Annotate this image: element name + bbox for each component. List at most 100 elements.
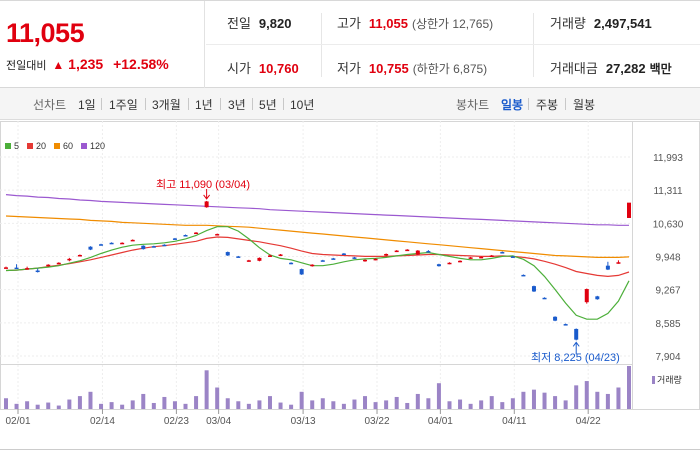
amount-label: 거래대금 — [550, 61, 598, 76]
period-1w[interactable]: 1주일 — [109, 98, 138, 112]
candle-body — [426, 251, 431, 253]
candle-monthly[interactable]: 월봉 — [573, 98, 596, 112]
volume-bar — [605, 393, 610, 409]
volume-bar — [553, 396, 558, 409]
divider — [206, 44, 700, 45]
low-arrow-icon — [572, 341, 580, 355]
line-chart-label: 선차트 — [33, 98, 67, 112]
volume-bar — [574, 385, 579, 409]
volume-bar — [320, 398, 325, 409]
quote-panel: 11,055 전일대비 ▲ 1,235 +12.58% 전일 9,820 시가 10… — [0, 0, 700, 88]
volume-bar — [67, 399, 72, 409]
volume-bar — [426, 398, 431, 409]
candle-body — [510, 256, 515, 258]
candle-body — [531, 286, 536, 292]
volume-bar — [162, 396, 167, 409]
candle-body — [236, 256, 241, 258]
volume-bar — [479, 400, 484, 409]
change-row: 전일대비 ▲ 1,235 +12.58% — [6, 56, 169, 73]
volume-value: 2,497,541 — [593, 16, 652, 31]
volume-bar — [447, 401, 452, 409]
candle-body — [4, 267, 8, 269]
volume-bar — [225, 398, 230, 409]
change-amount: 1,235 — [68, 56, 104, 72]
volume-bar — [458, 399, 463, 409]
volume-swatch — [652, 375, 655, 384]
volume-bar — [563, 400, 568, 409]
ma-legend: 5 20 60 120 — [5, 141, 105, 151]
amount-value: 27,282 — [605, 61, 646, 76]
x-tick-label: 03/13 — [291, 416, 316, 427]
period-1y[interactable]: 1년 — [195, 98, 213, 112]
volume-bar — [194, 396, 199, 409]
volume-bar — [436, 383, 441, 409]
low-annotation: 최저 8,225 (04/23) — [531, 352, 620, 364]
x-tick-label: 02/14 — [90, 416, 115, 427]
divider — [145, 98, 146, 110]
volume-cell: 거래량 2,497,541 — [550, 14, 652, 34]
legend-ma120: 120 — [81, 141, 105, 151]
high-arrow-icon — [203, 188, 211, 200]
volume-bar — [215, 387, 220, 409]
ma5-line — [5, 226, 630, 320]
period-3y[interactable]: 3년 — [228, 98, 246, 112]
volume-bar — [151, 402, 156, 409]
divider — [565, 98, 566, 110]
candlestick-chart[interactable]: 11,993 11,311 10,630 9,948 9,267 8,585 7,904 02… — [0, 121, 700, 450]
candle-daily[interactable]: 일봉 — [501, 98, 524, 112]
volume-bar — [542, 392, 547, 409]
volume-bar — [25, 401, 30, 409]
chart-area[interactable]: 11,993 11,311 10,630 9,948 9,267 8,585 7,904 02… — [0, 121, 700, 450]
volume-bar — [373, 402, 378, 409]
period-5y[interactable]: 5년 — [259, 98, 277, 112]
candle-body — [172, 238, 177, 240]
period-1d[interactable]: 1일 — [78, 98, 96, 112]
candle-body — [574, 328, 579, 340]
legend-ma5: 5 — [5, 141, 19, 151]
ma20-line — [5, 236, 630, 278]
period-3m[interactable]: 3개월 — [152, 98, 181, 112]
volume-bar — [627, 366, 631, 409]
volume-bar — [595, 391, 600, 409]
candle-body — [215, 234, 220, 236]
x-tick-label: 04/01 — [428, 416, 453, 427]
volume-bar — [141, 393, 146, 409]
volume-label: 거래량 — [550, 16, 586, 31]
volume-bar — [289, 404, 294, 409]
ma60-line — [5, 215, 630, 258]
legend-ma20: 20 — [27, 141, 46, 151]
high-annotation: 최고 11,090 (03/04) — [156, 179, 251, 191]
open-label: 시가 — [227, 61, 251, 76]
candle-body — [151, 246, 156, 248]
volume-bar — [531, 389, 536, 409]
chart-frame — [0, 121, 700, 410]
candle-body — [257, 257, 262, 261]
volume-legend-label: 거래량 — [657, 375, 682, 385]
prev-close-label: 전일 — [227, 16, 251, 31]
up-triangle-icon: ▲ — [52, 58, 65, 72]
candle-body — [130, 239, 135, 242]
candle-body — [563, 324, 568, 326]
volume-bar — [616, 387, 621, 409]
candle-body — [77, 254, 82, 257]
candle-body — [553, 316, 558, 321]
low-cell: 저가 10,755 (하한가 6,875) — [337, 59, 487, 79]
candle-body — [447, 262, 452, 265]
volume-bar — [4, 398, 8, 409]
change-percent: +12.58% — [113, 56, 169, 72]
volume-bar — [14, 403, 19, 409]
volume-bar — [278, 402, 283, 409]
x-tick-label: 04/11 — [502, 416, 527, 427]
amount-unit: 백만 — [649, 62, 672, 76]
candle-body — [605, 265, 610, 270]
candle-body — [299, 269, 304, 275]
y-tick-label: 11,311 — [653, 186, 683, 197]
divider — [528, 98, 529, 110]
candle-weekly[interactable]: 주봉 — [536, 98, 559, 112]
period-10y[interactable]: 10년 — [290, 98, 315, 112]
volume-bar — [299, 391, 304, 409]
upper-limit: (상한가 12,765) — [411, 17, 494, 31]
low-label: 저가 — [337, 61, 361, 76]
candle-body — [46, 264, 51, 267]
volume-bar — [236, 401, 241, 409]
